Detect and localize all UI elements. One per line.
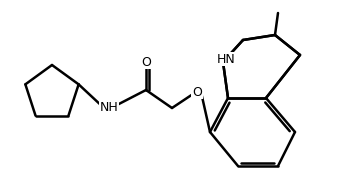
- Text: NH: NH: [100, 100, 118, 113]
- Text: O: O: [192, 86, 202, 99]
- Text: HN: HN: [216, 52, 235, 65]
- Text: O: O: [141, 55, 151, 68]
